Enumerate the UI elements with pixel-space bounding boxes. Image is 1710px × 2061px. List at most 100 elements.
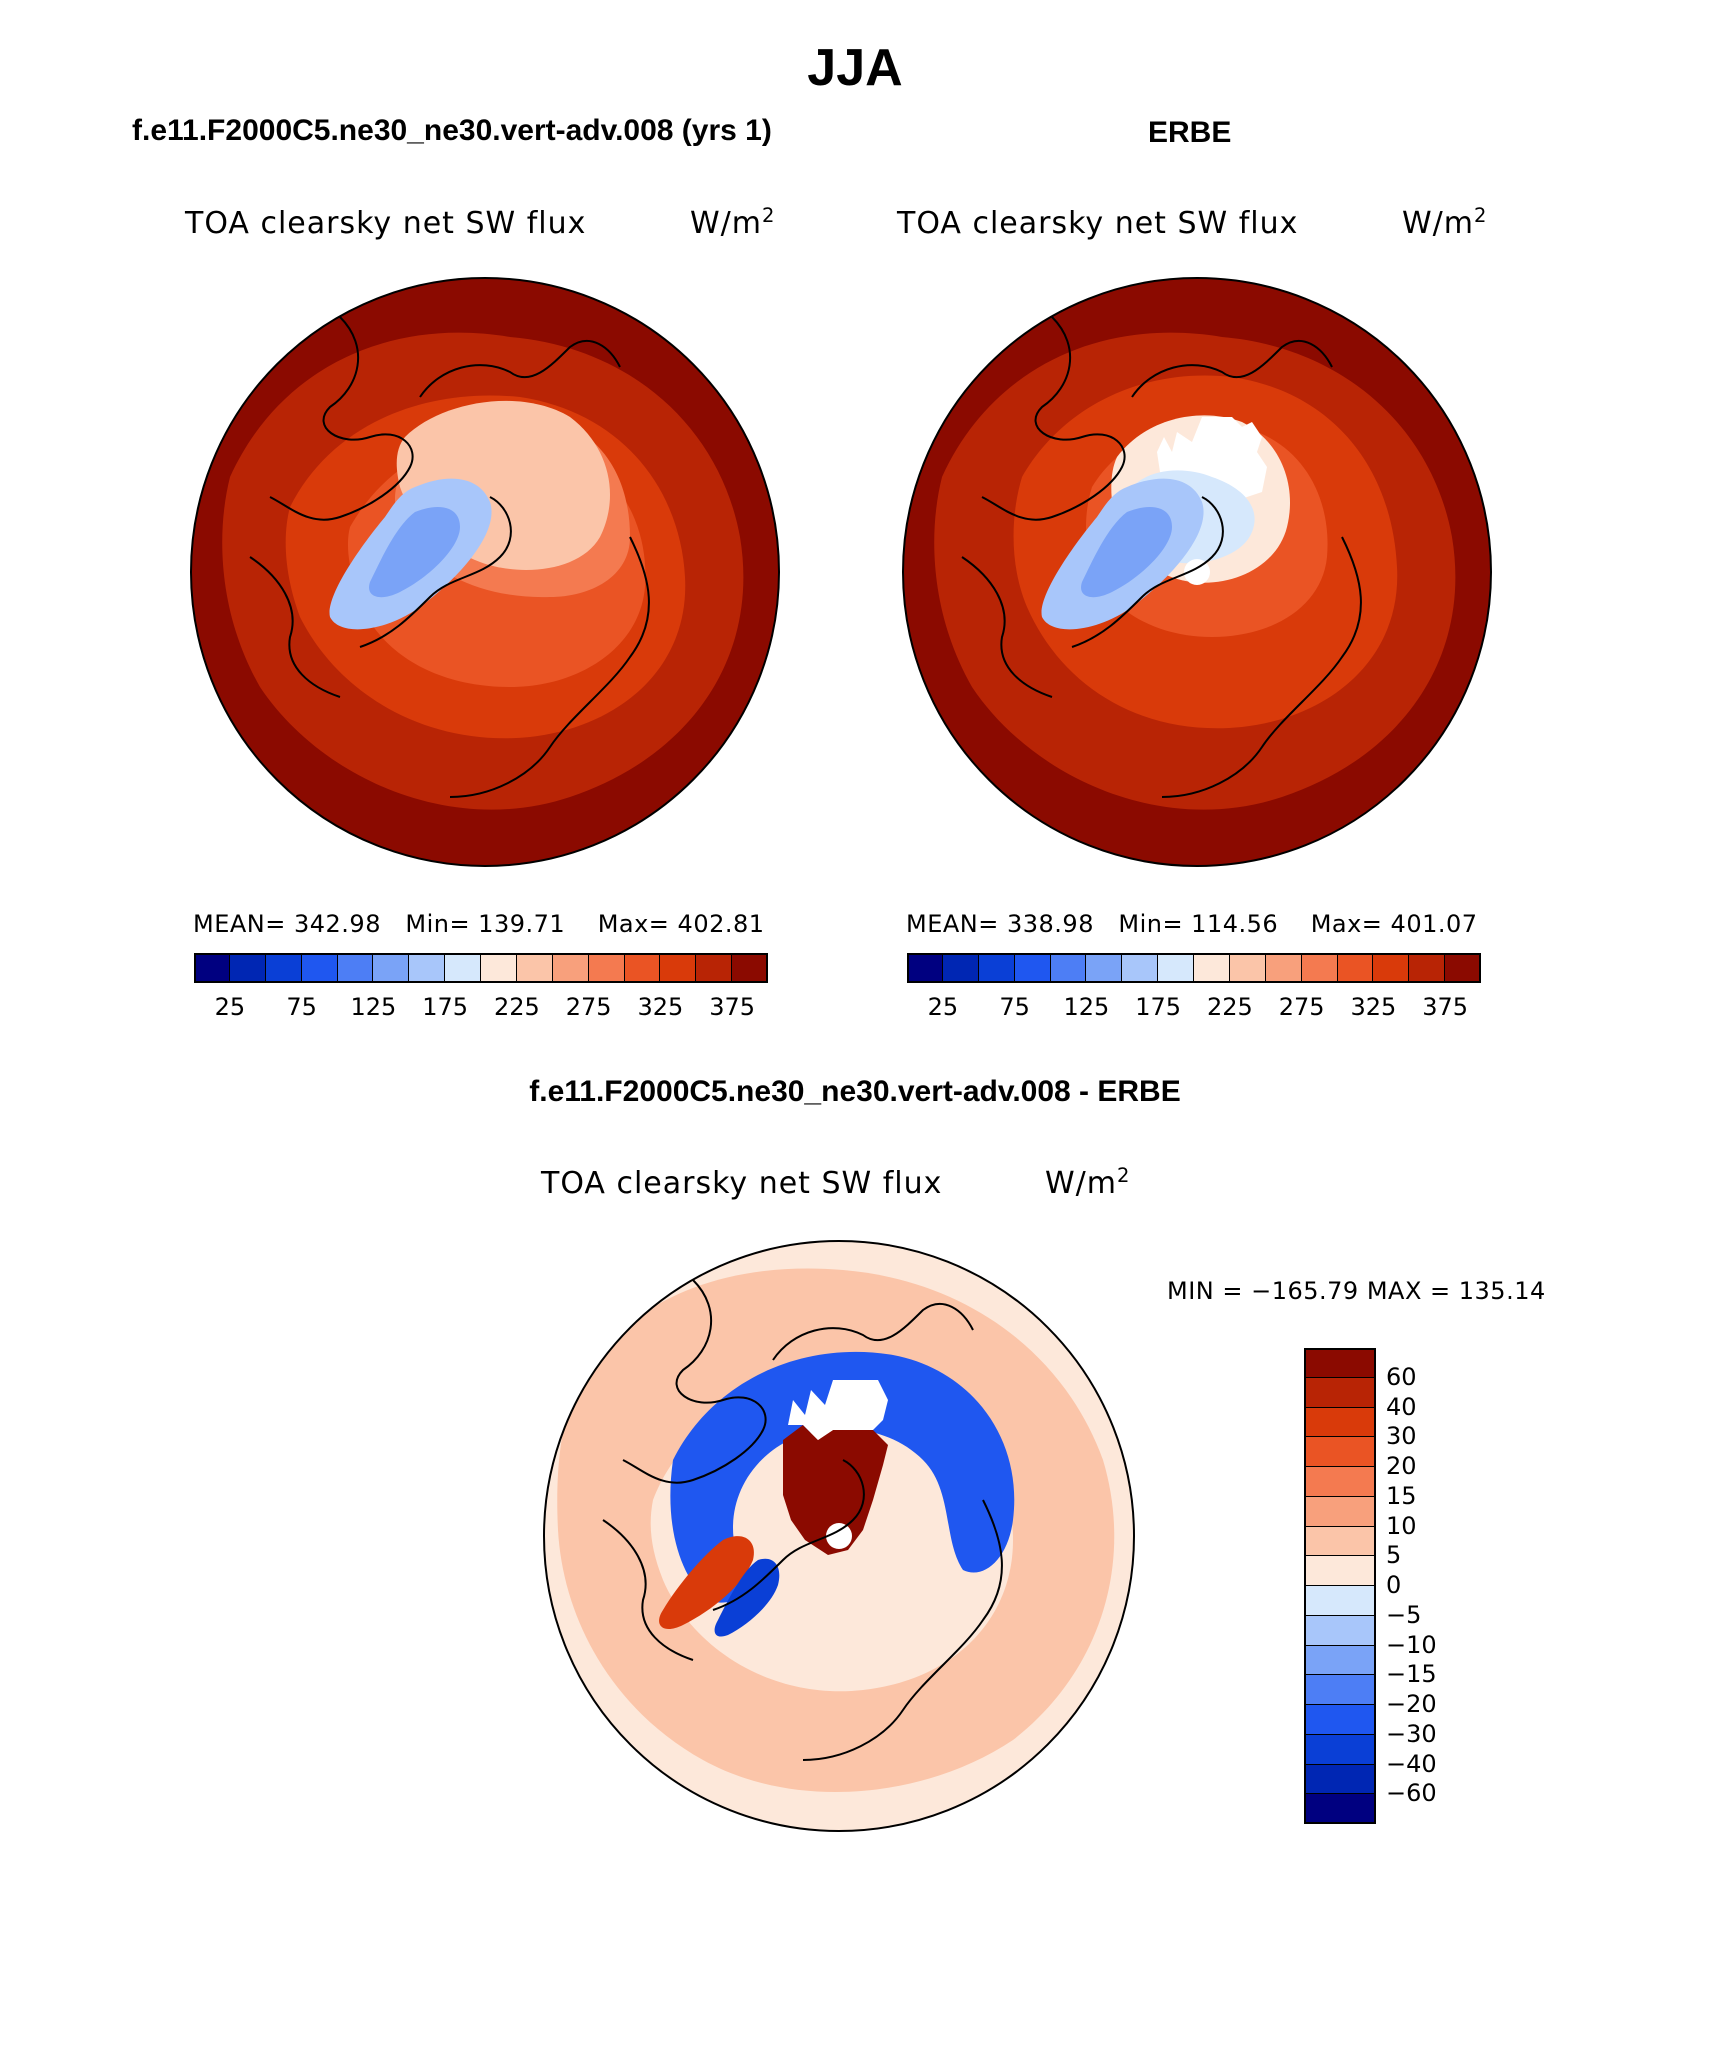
- left-units-label: W/m2: [690, 204, 776, 241]
- diff-colorbar-tick: 20: [1386, 1452, 1417, 1480]
- right-colorbar-swatch: [1014, 953, 1051, 983]
- left-colorbar-tick: 175: [422, 993, 469, 1021]
- diff-colorbar-swatch: [1304, 1556, 1376, 1586]
- left-max: Max= 402.81: [597, 910, 765, 938]
- right-panel-title: ERBE: [1148, 116, 1232, 149]
- right-colorbar-tick: 375: [1422, 993, 1469, 1021]
- diff-colorbar-tick: −20: [1386, 1690, 1437, 1718]
- diff-colorbar-tick: 10: [1386, 1511, 1417, 1540]
- right-colorbar-swatch: [1086, 953, 1123, 983]
- diff-colorbar-tick: −10: [1386, 1630, 1437, 1659]
- diff-colorbar-swatch: [1304, 1675, 1376, 1705]
- right-colorbar-tick: 75: [999, 993, 1030, 1021]
- right-colorbar-swatch: [907, 953, 943, 983]
- left-panel-title: f.e11.F2000C5.ne30_ne30.vert-adv.008 (yr…: [132, 114, 772, 147]
- diff-minmax: MIN = −165.79 MAX = 135.14: [1167, 1277, 1546, 1305]
- right-mean: MEAN= 338.98: [906, 910, 1094, 938]
- diff-map-negative-ring: [670, 1351, 1015, 1603]
- left-colorbar: 25 75 125 175 225 275 325 375: [194, 953, 768, 1021]
- right-stats: MEAN= 338.98 Min= 114.56 Max= 401.07: [906, 910, 1478, 938]
- diff-colorbar-tick: 40: [1386, 1392, 1417, 1421]
- left-map-coastline: [249, 316, 650, 798]
- diff-colorbar-tick: −15: [1386, 1660, 1437, 1689]
- right-colorbar-tick: 25: [927, 993, 959, 1021]
- diff-colorbar-swatch: [1304, 1645, 1376, 1676]
- left-colorbar-swatch: [229, 953, 266, 983]
- right-colorbar-swatch: [1158, 953, 1194, 983]
- left-colorbar-swatch: [194, 953, 230, 983]
- diff-polar-map: [543, 1240, 1135, 1832]
- right-min: Min= 114.56: [1118, 910, 1279, 938]
- left-colorbar-tick: 325: [637, 993, 684, 1021]
- right-variable-label: TOA clearsky net SW flux: [897, 206, 1299, 241]
- left-colorbar-swatch: [373, 953, 410, 983]
- right-polar-map: [902, 277, 1492, 867]
- left-colorbar-swatch: [660, 953, 697, 983]
- diff-colorbar-swatch: [1304, 1586, 1376, 1616]
- right-colorbar-tick: 275: [1278, 993, 1325, 1021]
- diff-colorbar-swatch: [1304, 1407, 1376, 1438]
- right-max: Max= 401.07: [1310, 910, 1478, 938]
- left-colorbar-swatch: [301, 953, 338, 983]
- left-colorbar-swatch: [696, 953, 733, 983]
- diff-map-positive-core: [783, 1425, 888, 1555]
- left-polar-map: [190, 277, 780, 867]
- left-colorbar-swatch: [265, 953, 302, 983]
- diff-colorbar-tick: 30: [1386, 1422, 1417, 1451]
- left-colorbar-swatch: [337, 953, 374, 983]
- left-stats: MEAN= 342.98 Min= 139.71 Max= 402.81: [193, 910, 765, 938]
- right-colorbar-swatch: [1265, 953, 1302, 983]
- diff-colorbar-tick: 0: [1386, 1571, 1402, 1599]
- diff-map-missing-data: [788, 1380, 888, 1440]
- diff-colorbar-tick: −40: [1386, 1749, 1437, 1778]
- left-colorbar-swatch: [552, 953, 589, 983]
- diff-colorbar-swatch: [1304, 1467, 1376, 1497]
- left-colorbar-swatch: [445, 953, 481, 983]
- diff-map-greenland-positive: [659, 1536, 754, 1630]
- right-colorbar-swatch: [1337, 953, 1374, 983]
- left-colorbar-swatch: [516, 953, 553, 983]
- diff-colorbar-swatch: [1304, 1764, 1376, 1795]
- diff-map-coastline: [602, 1279, 1003, 1761]
- diff-colorbar-swatch: [1304, 1348, 1376, 1378]
- right-units-label: W/m2: [1402, 204, 1488, 241]
- diff-colorbar: 60 40 30 20 15 10 5 0 −5 −10 −15 −20 −30 −40 −60: [1304, 1348, 1437, 1824]
- right-colorbar-swatch: [1050, 953, 1087, 983]
- left-colorbar-swatch: [588, 953, 625, 983]
- right-colorbar-swatch: [1301, 953, 1338, 983]
- right-map-greenland-inner: [1081, 507, 1172, 598]
- diff-colorbar-swatch: [1304, 1734, 1376, 1765]
- diff-colorbar-tick: 5: [1386, 1541, 1402, 1570]
- diff-units-label: W/m2: [1045, 1164, 1131, 1201]
- left-colorbar-swatch: [732, 953, 768, 983]
- right-colorbar-swatch: [942, 953, 979, 983]
- diff-colorbar-tick: 60: [1386, 1362, 1417, 1391]
- right-colorbar-tick: 225: [1206, 993, 1253, 1021]
- diff-colorbar-swatch: [1304, 1526, 1376, 1557]
- diff-colorbar-swatch: [1304, 1437, 1376, 1467]
- left-colorbar-tick: 25: [214, 993, 246, 1021]
- left-colorbar-swatch: [481, 953, 517, 983]
- left-colorbar-swatch: [409, 953, 446, 983]
- diff-colorbar-swatch: [1304, 1705, 1376, 1735]
- diff-panel-title: f.e11.F2000C5.ne30_ne30.vert-adv.008 - E…: [529, 1075, 1181, 1108]
- right-colorbar-swatch: [1409, 953, 1446, 983]
- right-map-pole-hole: [1184, 559, 1210, 585]
- diff-colorbar-swatch: [1304, 1377, 1376, 1408]
- right-colorbar-tick: 125: [1063, 993, 1110, 1021]
- right-colorbar-swatch: [1373, 953, 1410, 983]
- diff-colorbar-tick: 15: [1386, 1481, 1417, 1510]
- left-colorbar-tick: 375: [709, 993, 756, 1021]
- diff-variable-label: TOA clearsky net SW flux: [541, 1166, 943, 1201]
- diff-map-pole-hole: [826, 1523, 852, 1549]
- diff-colorbar-tick: −30: [1386, 1719, 1437, 1748]
- right-colorbar-tick: 325: [1350, 993, 1397, 1021]
- left-colorbar-swatch: [624, 953, 661, 983]
- right-colorbar-swatch: [1194, 953, 1230, 983]
- figure-title: JJA: [807, 39, 903, 97]
- diff-colorbar-swatch: [1304, 1496, 1376, 1527]
- right-colorbar: 25 75 125 175 225 275 325 375: [907, 953, 1481, 1021]
- left-mean: MEAN= 342.98: [193, 910, 381, 938]
- left-colorbar-tick: 125: [350, 993, 397, 1021]
- left-min: Min= 139.71: [405, 910, 566, 938]
